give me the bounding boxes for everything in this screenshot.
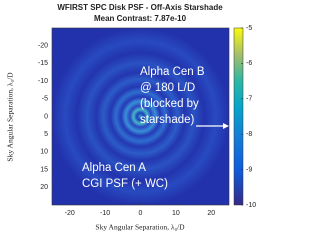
x-tick-label: -20 bbox=[65, 210, 75, 217]
annotation: starshade) bbox=[140, 114, 195, 126]
y-tick-label: -15 bbox=[38, 60, 48, 67]
chart-subtitle: Mean Contrast: 7.87e-10 bbox=[94, 14, 187, 23]
colorbar-tick-label: -5 bbox=[246, 25, 252, 32]
y-tick-label: -5 bbox=[42, 96, 48, 103]
y-tick-label: 0 bbox=[44, 113, 48, 120]
annotation: Alpha Cen A bbox=[82, 162, 146, 174]
y-tick-label: 5 bbox=[44, 131, 48, 138]
y-tick-label: 10 bbox=[40, 149, 48, 156]
psf-image bbox=[52, 28, 229, 205]
y-tick-label: 20 bbox=[40, 184, 48, 191]
y-tick-label: -10 bbox=[38, 78, 48, 85]
chart: WFIRST SPC Disk PSF - Off-Axis Starshade… bbox=[6, 3, 257, 232]
colorbar-tick-label: -10 bbox=[246, 202, 256, 209]
annotation: @ 180 L/D bbox=[140, 82, 195, 94]
colorbar-tick-label: -7 bbox=[246, 96, 252, 103]
colorbar bbox=[233, 27, 244, 206]
chart-title: WFIRST SPC Disk PSF - Off-Axis Starshade bbox=[57, 3, 223, 12]
annotation: (blocked by bbox=[140, 98, 199, 110]
y-tick-label: 15 bbox=[40, 166, 48, 173]
annotation: CGI PSF (+ WC) bbox=[82, 178, 168, 190]
x-tick-label: 10 bbox=[172, 210, 180, 217]
x-tick-label: -10 bbox=[100, 210, 110, 217]
x-tick-label: 20 bbox=[207, 210, 215, 217]
y-axis-label: Sky Angular Separation, λ₀/D bbox=[6, 72, 15, 162]
x-tick-label: 0 bbox=[139, 210, 143, 217]
annotation: Alpha Cen B bbox=[140, 66, 205, 78]
colorbar-tick-label: -9 bbox=[246, 166, 252, 173]
colorbar-tick-label: -6 bbox=[246, 60, 252, 67]
arrow-head bbox=[223, 123, 229, 129]
colorbar-tick-label: -8 bbox=[246, 131, 252, 138]
y-tick-label: -20 bbox=[38, 43, 48, 50]
x-axis-label: Sky Angular Separation, λ₀/D bbox=[95, 223, 185, 232]
